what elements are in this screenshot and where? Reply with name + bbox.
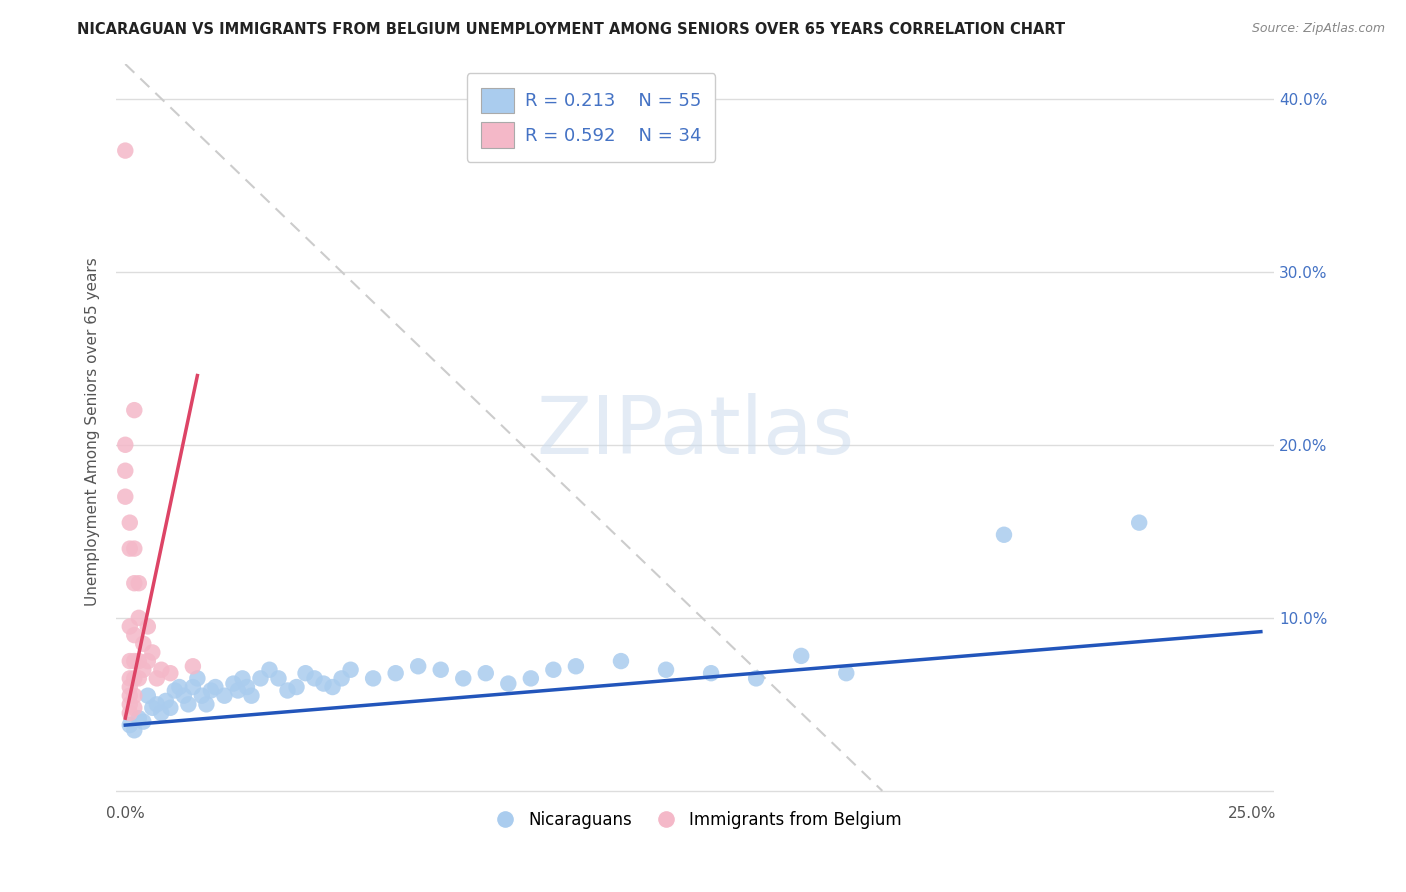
Point bbox=[132, 663, 155, 677]
Point bbox=[543, 663, 565, 677]
Point bbox=[155, 694, 177, 708]
Point bbox=[173, 689, 195, 703]
Point bbox=[136, 619, 159, 633]
Point bbox=[124, 689, 146, 703]
Point bbox=[124, 723, 146, 738]
Point bbox=[186, 672, 208, 686]
Point bbox=[128, 672, 150, 686]
Point bbox=[118, 672, 141, 686]
Point bbox=[249, 672, 271, 686]
Point bbox=[384, 666, 406, 681]
Point bbox=[114, 464, 136, 478]
Point bbox=[498, 676, 520, 690]
Point bbox=[136, 689, 159, 703]
Point bbox=[231, 672, 253, 686]
Point bbox=[200, 683, 222, 698]
Point bbox=[128, 711, 150, 725]
Point bbox=[181, 659, 204, 673]
Point bbox=[118, 680, 141, 694]
Point bbox=[118, 516, 141, 530]
Point bbox=[475, 666, 498, 681]
Point bbox=[124, 701, 146, 715]
Point bbox=[159, 666, 181, 681]
Point bbox=[429, 663, 451, 677]
Text: Source: ZipAtlas.com: Source: ZipAtlas.com bbox=[1251, 22, 1385, 36]
Point bbox=[118, 718, 141, 732]
Point bbox=[222, 676, 245, 690]
Point bbox=[132, 637, 155, 651]
Point bbox=[177, 698, 200, 712]
Point bbox=[294, 666, 316, 681]
Point bbox=[124, 672, 146, 686]
Point bbox=[132, 714, 155, 729]
Point bbox=[124, 628, 146, 642]
Text: NICARAGUAN VS IMMIGRANTS FROM BELGIUM UNEMPLOYMENT AMONG SENIORS OVER 65 YEARS C: NICARAGUAN VS IMMIGRANTS FROM BELGIUM UN… bbox=[77, 22, 1066, 37]
Point bbox=[835, 666, 858, 681]
Point bbox=[240, 689, 263, 703]
Point bbox=[163, 683, 186, 698]
Point bbox=[330, 672, 353, 686]
Point bbox=[124, 576, 146, 591]
Point bbox=[790, 648, 813, 663]
Point bbox=[204, 680, 226, 694]
Point bbox=[146, 672, 169, 686]
Point bbox=[993, 528, 1015, 542]
Point bbox=[226, 683, 249, 698]
Point bbox=[700, 666, 723, 681]
Point bbox=[118, 654, 141, 668]
Point bbox=[118, 619, 141, 633]
Text: ZIPatlas: ZIPatlas bbox=[536, 392, 855, 471]
Point bbox=[520, 672, 543, 686]
Point bbox=[118, 706, 141, 720]
Point bbox=[118, 698, 141, 712]
Point bbox=[124, 541, 146, 556]
Point bbox=[181, 680, 204, 694]
Point bbox=[128, 576, 150, 591]
Point bbox=[169, 680, 191, 694]
Point bbox=[114, 144, 136, 158]
Point bbox=[150, 706, 173, 720]
Point bbox=[128, 611, 150, 625]
Point bbox=[285, 680, 308, 694]
Point bbox=[312, 676, 335, 690]
Point bbox=[195, 698, 218, 712]
Point bbox=[150, 663, 173, 677]
Point bbox=[565, 659, 588, 673]
Point bbox=[267, 672, 290, 686]
Point bbox=[451, 672, 474, 686]
Point bbox=[141, 645, 163, 659]
Point bbox=[136, 654, 159, 668]
Point bbox=[745, 672, 768, 686]
Point bbox=[141, 701, 163, 715]
Y-axis label: Unemployment Among Seniors over 65 years: Unemployment Among Seniors over 65 years bbox=[86, 258, 100, 607]
Point bbox=[114, 490, 136, 504]
Point bbox=[124, 654, 146, 668]
Point bbox=[655, 663, 678, 677]
Point bbox=[114, 438, 136, 452]
Point bbox=[406, 659, 429, 673]
Point bbox=[1128, 516, 1150, 530]
Point bbox=[304, 672, 326, 686]
Point bbox=[214, 689, 236, 703]
Point bbox=[159, 701, 181, 715]
Point bbox=[322, 680, 344, 694]
Point bbox=[276, 683, 298, 698]
Point bbox=[118, 689, 141, 703]
Point bbox=[339, 663, 361, 677]
Point bbox=[361, 672, 384, 686]
Point bbox=[128, 654, 150, 668]
Point bbox=[124, 403, 146, 417]
Point bbox=[259, 663, 281, 677]
Point bbox=[118, 541, 141, 556]
Point bbox=[610, 654, 633, 668]
Point bbox=[191, 689, 214, 703]
Point bbox=[236, 680, 259, 694]
Legend: Nicaraguans, Immigrants from Belgium: Nicaraguans, Immigrants from Belgium bbox=[482, 804, 908, 835]
Point bbox=[146, 698, 169, 712]
